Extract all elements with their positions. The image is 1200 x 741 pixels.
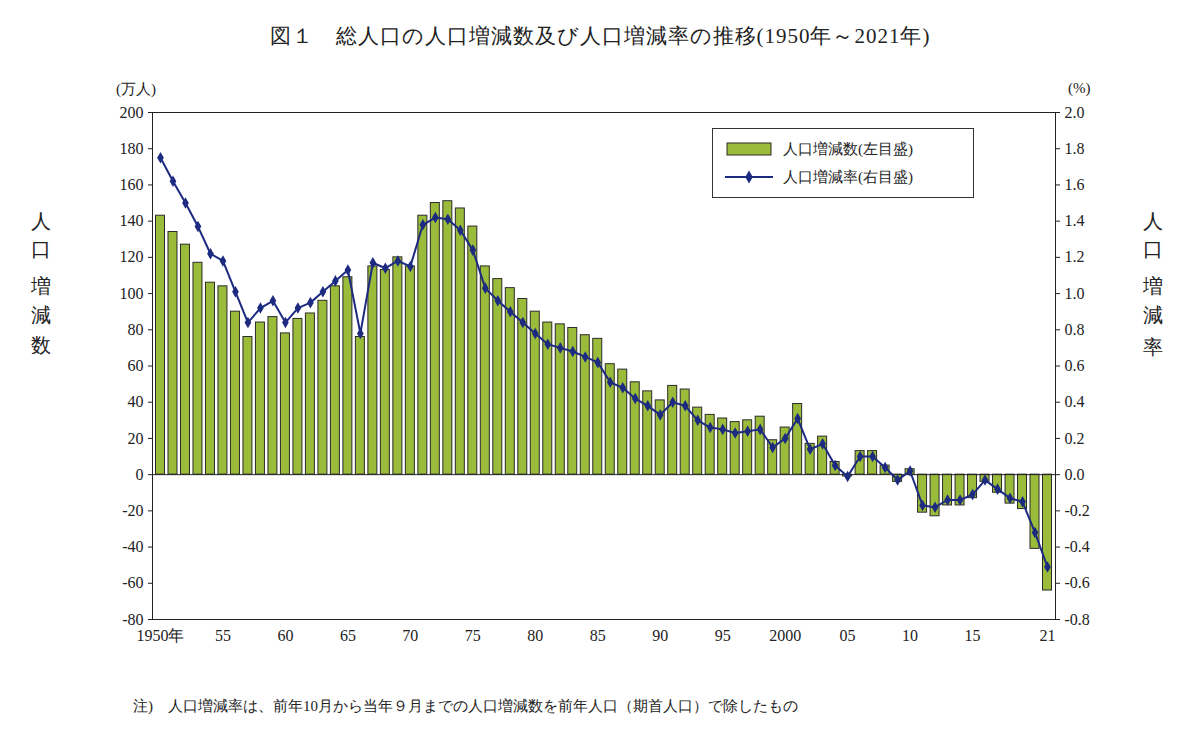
svg-text:90: 90: [652, 627, 668, 644]
svg-text:1.0: 1.0: [1065, 285, 1085, 302]
svg-text:70: 70: [402, 627, 418, 644]
svg-text:15: 15: [965, 627, 981, 644]
svg-text:1.6: 1.6: [1065, 176, 1085, 193]
svg-text:2.0: 2.0: [1065, 104, 1085, 121]
svg-text:200: 200: [120, 104, 144, 121]
svg-text:2000: 2000: [769, 627, 801, 644]
svg-text:-0.4: -0.4: [1065, 538, 1090, 555]
svg-text:1.8: 1.8: [1065, 140, 1085, 157]
svg-text:0.2: 0.2: [1065, 430, 1085, 447]
svg-text:140: 140: [120, 212, 144, 229]
svg-text:85: 85: [590, 627, 606, 644]
svg-text:180: 180: [120, 140, 144, 157]
svg-text:21: 21: [1040, 627, 1056, 644]
html-text:人口増減率: 人口増減率: [1142, 196, 1164, 351]
svg-text:80: 80: [128, 321, 144, 338]
svg-text:10: 10: [902, 627, 918, 644]
svg-text:60: 60: [128, 357, 144, 374]
svg-text:55: 55: [215, 627, 231, 644]
svg-text:1.2: 1.2: [1065, 248, 1085, 265]
svg-text:40: 40: [128, 393, 144, 410]
svg-text:-80: -80: [122, 611, 143, 628]
svg-text:1950年: 1950年: [136, 627, 184, 644]
svg-text:0.0: 0.0: [1065, 466, 1085, 483]
svg-text:80: 80: [527, 627, 543, 644]
svg-text:95: 95: [715, 627, 731, 644]
html-text:注) 人口増減率は、前年10月から当年９月までの人口増減数を: 注) 人口増減率は、前年10月から当年９月までの人口増減数を前年人口（期首人口）…: [133, 698, 798, 714]
svg-text:1.4: 1.4: [1065, 212, 1085, 229]
svg-text:-20: -20: [122, 502, 143, 519]
html-text:人口増減数(左目盛): 人口増減数(左目盛): [783, 140, 913, 157]
svg-text:160: 160: [120, 176, 144, 193]
svg-text:75: 75: [465, 627, 481, 644]
html-text:(万人): (万人): [116, 81, 156, 97]
svg-text:-40: -40: [122, 538, 143, 555]
svg-text:-0.6: -0.6: [1065, 574, 1090, 591]
html-text:図１ 総人口の人口増減数及び人口増減率の推移(1950年～2: 図１ 総人口の人口増減数及び人口増減率の推移(1950年～2021年): [269, 24, 931, 48]
html-text:人口増減率(右目盛): 人口増減率(右目盛): [783, 168, 913, 185]
svg-text:120: 120: [120, 248, 144, 265]
svg-text:-60: -60: [122, 574, 143, 591]
svg-text:-0.8: -0.8: [1065, 611, 1090, 628]
svg-text:0: 0: [136, 466, 144, 483]
svg-text:100: 100: [120, 285, 144, 302]
svg-text:0.4: 0.4: [1065, 393, 1085, 410]
html-text:人口増減数: 人口増減数: [30, 196, 52, 351]
svg-text:60: 60: [277, 627, 293, 644]
svg-text:65: 65: [340, 627, 356, 644]
svg-text:-0.2: -0.2: [1065, 502, 1090, 519]
svg-text:0.6: 0.6: [1065, 357, 1085, 374]
svg-text:0.8: 0.8: [1065, 321, 1085, 338]
svg-text:05: 05: [840, 627, 856, 644]
svg-text:20: 20: [128, 430, 144, 447]
